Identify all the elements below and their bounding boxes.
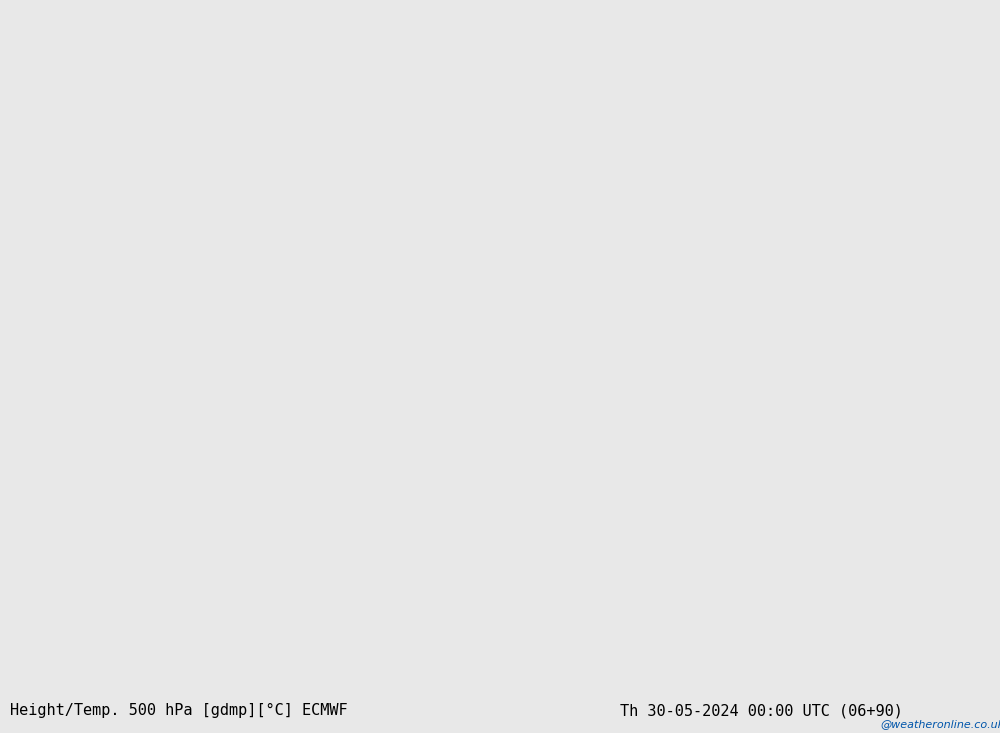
Text: Height/Temp. 500 hPa [gdmp][°C] ECMWF: Height/Temp. 500 hPa [gdmp][°C] ECMWF <box>10 704 348 718</box>
Text: Th 30-05-2024 00:00 UTC (06+90): Th 30-05-2024 00:00 UTC (06+90) <box>620 704 903 718</box>
Text: @weatheronline.co.uk: @weatheronline.co.uk <box>880 719 1000 729</box>
